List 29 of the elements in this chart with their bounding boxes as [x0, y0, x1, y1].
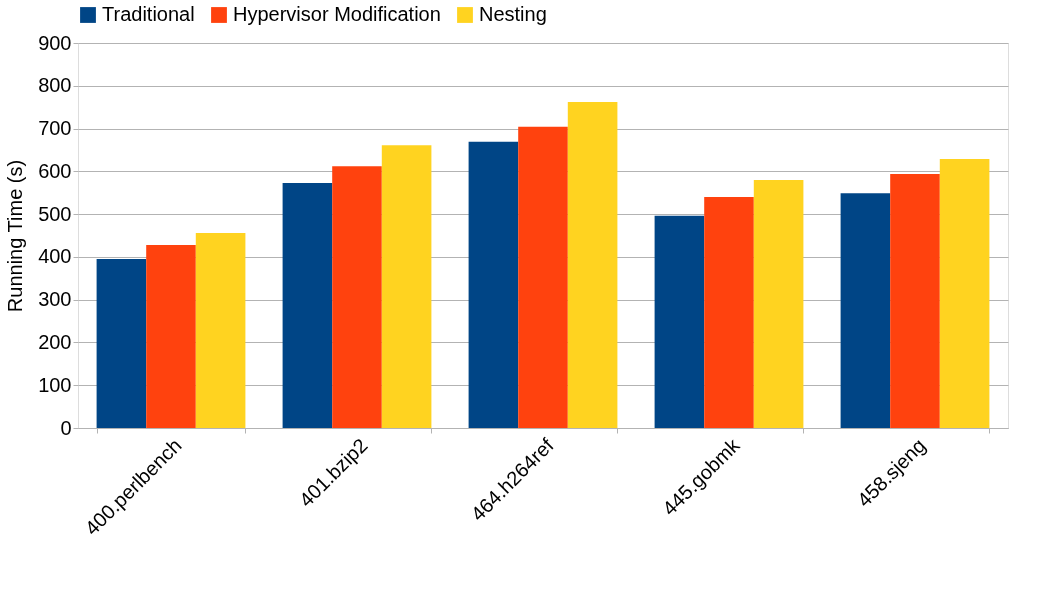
legend-label: Hypervisor Modification [233, 3, 441, 25]
y-tick-label: 200 [38, 330, 72, 353]
bar [939, 158, 990, 428]
y-tick-label: 800 [38, 74, 72, 97]
bar [96, 259, 147, 428]
bar [518, 126, 568, 428]
bar [468, 141, 519, 428]
bar [195, 232, 246, 428]
bar [704, 197, 754, 428]
y-tick-label: 100 [38, 373, 72, 396]
y-axis-title: Running Time (s) [4, 159, 27, 313]
bar [840, 193, 891, 428]
legend-label: Traditional [102, 3, 195, 25]
bar [567, 102, 618, 428]
y-tick-label: 900 [38, 31, 72, 54]
bar [282, 182, 333, 428]
y-tick-label: 400 [38, 245, 72, 268]
bar [146, 244, 196, 428]
bar [753, 179, 804, 428]
y-tick-label: 700 [38, 117, 72, 140]
y-tick-label: 500 [38, 202, 72, 225]
legend-label: Nesting [479, 3, 547, 25]
y-tick-label: 300 [38, 288, 72, 311]
y-tick-label: 600 [38, 159, 72, 182]
bar [332, 166, 382, 428]
y-tick-label: 0 [60, 416, 72, 439]
bar [654, 215, 705, 428]
bar [890, 173, 940, 428]
bar [381, 145, 432, 428]
